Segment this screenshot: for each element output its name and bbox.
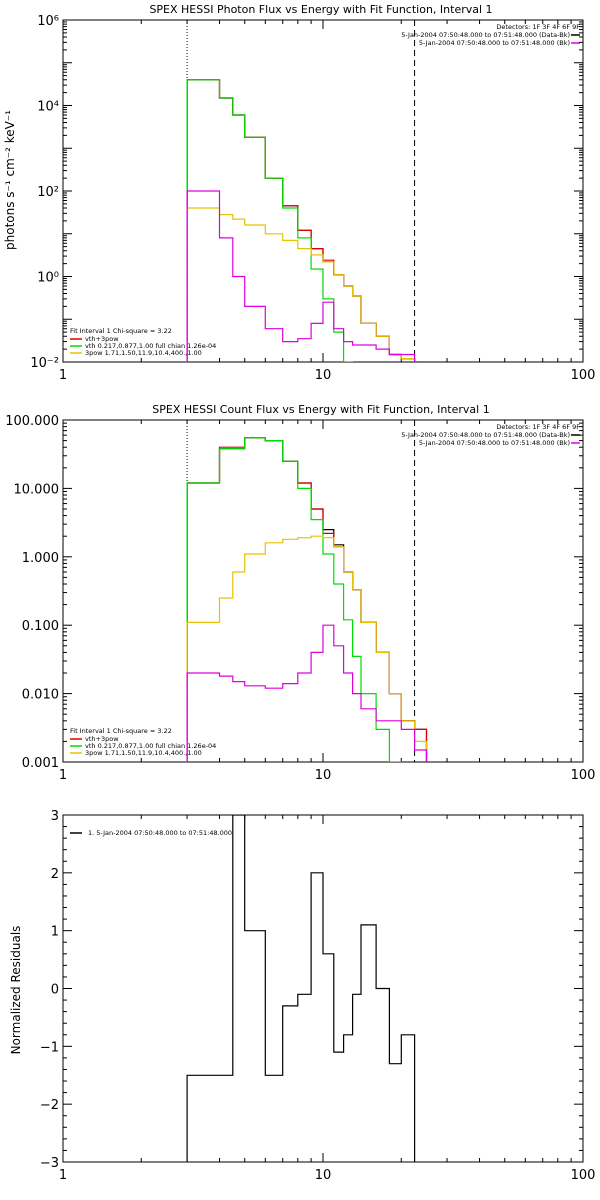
y-tick-label: 10⁰: [37, 271, 59, 286]
series-thermal-line: [186, 437, 428, 762]
y-tick-label: 10⁶: [37, 14, 59, 29]
x-tick-label: 1: [59, 1168, 67, 1183]
y-tick-label: 0: [51, 983, 59, 998]
series-residuals-line: [186, 815, 416, 1162]
series-total-line: [186, 79, 427, 362]
detector-info: Detectors: 1F 3F 4F 6F 9F: [496, 423, 580, 431]
fit-legend-thermal: vth 0.217,0.877,1.00 full chian 1.26e-04: [85, 742, 216, 750]
fit-legend-total: vth+3pow: [85, 335, 119, 343]
series-nonthermal-line: [186, 535, 428, 762]
count-flux-panel: SPEX HESSI Count Flux vs Energy with Fit…: [5, 403, 595, 783]
photon-flux-panel: SPEX HESSI Photon Flux vs Energy with Fi…: [3, 3, 595, 383]
x-tick-label: 100: [571, 368, 596, 383]
series-nonthermal-line: [186, 207, 427, 362]
series-thermal-line: [186, 79, 428, 362]
series-data-line: [186, 437, 428, 762]
y-tick-label: −2: [40, 1098, 59, 1113]
interval-info-bk: 5-Jan-2004 07:50:48.000 to 07:51:48.000 …: [419, 39, 570, 47]
fit-legend-total: vth+3pow: [85, 735, 119, 743]
interval-info-data: 5-Jan-2004 07:50:48.000 to 07:51:48.000 …: [401, 31, 570, 39]
plot-frame: [62, 814, 584, 1163]
y-tick-label: 2: [51, 867, 59, 882]
fit-legend-header: Fit Interval 1 Chi-square = 3.22: [70, 727, 172, 735]
x-tick-label: 10: [315, 1168, 332, 1183]
y-tick-label: 10⁴: [37, 100, 59, 115]
y-axis-label: photons s⁻¹ cm⁻² keV⁻¹: [3, 110, 17, 250]
y-tick-label: 10²: [37, 185, 59, 200]
x-tick-label: 100: [571, 1168, 596, 1183]
x-tick-label: 1: [59, 768, 67, 783]
y-tick-label: 100.000: [5, 414, 59, 429]
x-tick-label: 100: [571, 768, 596, 783]
y-tick-label: −3: [40, 1156, 59, 1171]
fit-legend-nonthermal: 3pow 1.71,1.50,11.9,10.4,400.,1.00: [85, 749, 202, 757]
y-tick-label: 1.000: [22, 551, 59, 566]
x-tick-label: 1: [59, 368, 67, 383]
y-tick-label: 0.010: [22, 688, 59, 703]
fit-legend-nonthermal: 3pow 1.71,1.50,11.9,10.4,400.,1.00: [85, 349, 202, 357]
interval-info-data: 5-Jan-2004 07:50:48.000 to 07:51:48.000 …: [401, 431, 570, 439]
y-tick-label: 3: [51, 809, 59, 824]
series-background-line: [186, 624, 428, 762]
series-total-line: [186, 437, 428, 762]
fit-legend-header: Fit Interval 1 Chi-square = 3.22: [70, 327, 172, 335]
fit-legend-thermal: vth 0.217,0.877,1.00 full chian 1.26e-04: [85, 342, 216, 350]
chart-title: SPEX HESSI Count Flux vs Energy with Fit…: [152, 403, 489, 416]
detector-info: Detectors: 1F 3F 4F 6F 9F: [496, 23, 580, 31]
y-tick-label: −1: [40, 1040, 59, 1055]
series-background-line: [186, 190, 427, 362]
chart-title: SPEX HESSI Photon Flux vs Energy with Fi…: [149, 3, 492, 16]
y-tick-label: 0.100: [22, 619, 59, 634]
x-tick-label: 10: [315, 368, 332, 383]
x-tick-label: 10: [315, 768, 332, 783]
plot-frame: [62, 419, 584, 763]
y-tick-label: 10⁻²: [30, 356, 59, 371]
interval-info-bk: 5-Jan-2004 07:50:48.000 to 07:51:48.000 …: [419, 439, 570, 447]
y-tick-label: 10.000: [14, 482, 60, 497]
y-tick-label: 0.001: [22, 756, 59, 771]
y-tick-label: 1: [51, 925, 59, 940]
residual-legend-label: 1. 5-Jan-2004 07:50:48.000 to 07:51:48.0…: [88, 829, 232, 837]
series-data-line: [186, 79, 427, 362]
residuals-panel: Normalized Residuals 1. 5-Jan-2004 07:50…: [9, 809, 595, 1183]
y-axis-label: Normalized Residuals: [9, 926, 23, 1055]
